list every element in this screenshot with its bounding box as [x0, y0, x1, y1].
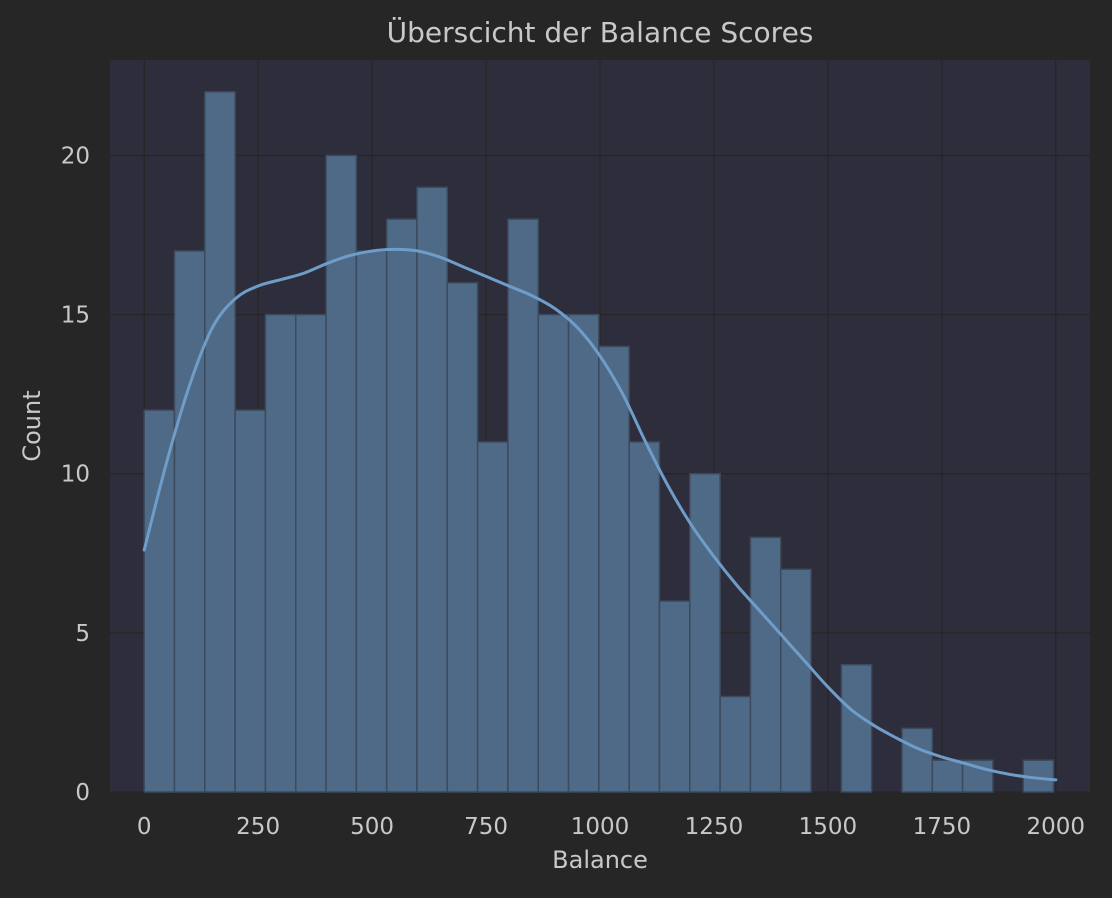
y-tick-label: 0	[75, 780, 90, 806]
x-tick-labels: 0 250 500 750 1000 1250 1500 1750 2000	[137, 814, 1085, 840]
y-tick-label: 15	[61, 303, 90, 329]
y-tick-label: 10	[61, 462, 90, 488]
y-tick-labels: 0 5 10 15 20	[61, 143, 90, 806]
histogram-bar	[537, 313, 570, 793]
x-tick-label: 1500	[799, 814, 858, 840]
x-tick-label: 1000	[571, 814, 630, 840]
histogram-bar	[628, 441, 661, 793]
histogram-bar	[931, 759, 964, 793]
histogram-bar	[598, 345, 630, 793]
x-tick-label: 1250	[685, 814, 744, 840]
histogram-bar	[325, 154, 358, 793]
histogram-bar	[689, 472, 721, 793]
histogram-bar	[385, 218, 418, 793]
histogram-bar	[719, 695, 752, 793]
histogram-bar	[749, 536, 782, 793]
histogram-bar	[143, 409, 176, 793]
histogram-bar	[476, 441, 509, 793]
y-tick-label: 5	[75, 621, 90, 647]
chart-title: Überscicht der Balance Scores	[387, 15, 814, 49]
x-axis-label: Balance	[552, 846, 648, 874]
x-tick-label: 1750	[913, 814, 972, 840]
histogram-bar	[294, 313, 327, 793]
histogram-bar	[901, 727, 934, 793]
histogram-bar	[264, 313, 297, 793]
y-axis-label: Count	[18, 390, 46, 461]
histogram-bar	[446, 282, 479, 793]
histogram-bar	[567, 313, 600, 793]
histogram-bar	[416, 186, 449, 793]
histogram-bar	[840, 663, 873, 793]
histogram-bar	[234, 409, 267, 793]
kde-curve	[142, 247, 1058, 782]
histogram-bar	[173, 250, 206, 793]
histogram-bar	[355, 250, 388, 793]
x-tick-label: 250	[236, 814, 280, 840]
x-tick-label: 2000	[1027, 814, 1086, 840]
histogram-bar	[204, 91, 236, 793]
x-tick-label: 750	[464, 814, 508, 840]
y-tick-label: 20	[61, 143, 90, 169]
histogram-bars	[143, 91, 1055, 793]
x-tick-label: 0	[137, 814, 152, 840]
histogram-bar	[507, 218, 539, 793]
histogram-bar	[779, 568, 812, 793]
x-tick-label: 500	[350, 814, 394, 840]
histogram-bar	[658, 600, 691, 793]
